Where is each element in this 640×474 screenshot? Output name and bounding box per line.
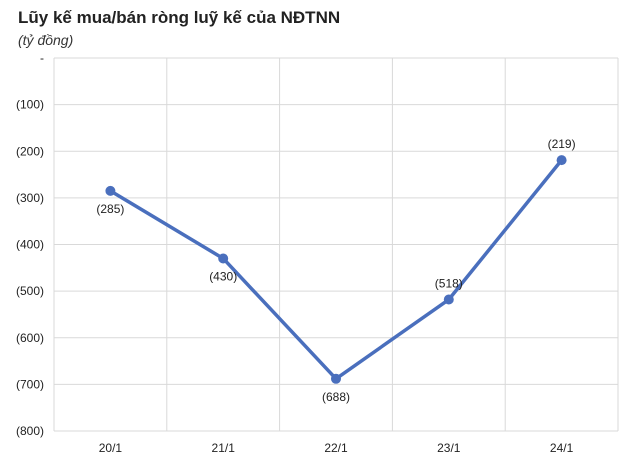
x-tick-label: 21/1 — [212, 441, 236, 455]
x-tick-label: 23/1 — [437, 441, 461, 455]
x-tick-label: 24/1 — [550, 441, 574, 455]
data-point — [105, 185, 116, 196]
data-label: (219) — [548, 137, 576, 151]
x-tick-label: 22/1 — [324, 441, 348, 455]
y-tick-label: (600) — [16, 331, 44, 345]
chart-title: Lũy kế mua/bán ròng luỹ kế của NĐTNN — [18, 8, 341, 27]
data-point — [443, 294, 454, 305]
y-tick-label: (400) — [16, 238, 44, 252]
data-label: (518) — [435, 277, 463, 291]
data-point — [556, 155, 567, 166]
chart-subtitle: (tỷ đồng) — [18, 32, 74, 48]
data-label: (430) — [209, 269, 237, 283]
x-tick-label: 20/1 — [99, 441, 123, 455]
data-label: (285) — [96, 202, 124, 216]
y-tick-label: (100) — [16, 98, 44, 112]
y-tick-label: - — [40, 51, 44, 65]
y-tick-label: (800) — [16, 424, 44, 438]
data-label: (688) — [322, 390, 350, 404]
data-point — [218, 253, 229, 264]
y-tick-label: (200) — [16, 144, 44, 158]
series-line — [108, 158, 564, 381]
y-tick-label: (300) — [16, 191, 44, 205]
y-tick-label: (700) — [16, 377, 44, 391]
y-tick-label: (500) — [16, 284, 44, 298]
data-point — [331, 373, 341, 384]
